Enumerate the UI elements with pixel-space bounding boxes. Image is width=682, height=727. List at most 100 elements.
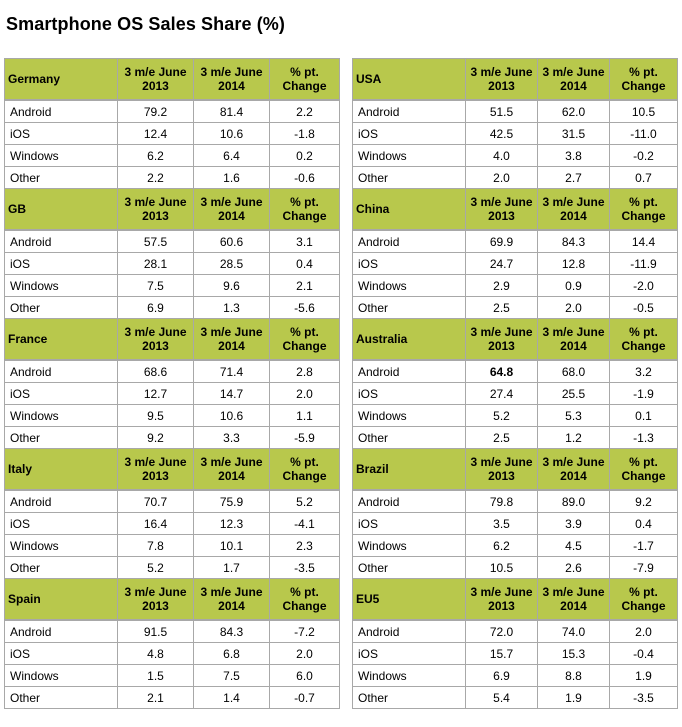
value-2013: 4.8 <box>117 642 194 665</box>
region-name: Australia <box>352 318 466 361</box>
column-header: 3 m/e June 2013 <box>465 578 538 621</box>
value-change: 0.1 <box>609 404 678 427</box>
value-2013: 6.2 <box>465 534 538 557</box>
value-2014: 12.8 <box>537 252 610 275</box>
value-change: 2.0 <box>269 642 340 665</box>
os-name: Android <box>352 99 466 123</box>
value-2014: 4.5 <box>537 534 610 557</box>
column-header: 3 m/e June 2014 <box>537 188 610 231</box>
table-row: Other 5.2 1.7 -3.5 <box>4 556 340 579</box>
value-change: -1.8 <box>269 122 340 145</box>
region-name: China <box>352 188 466 231</box>
value-2014: 68.0 <box>537 359 610 383</box>
value-2013: 10.5 <box>465 556 538 579</box>
os-name: iOS <box>4 512 118 535</box>
table-row: Android 72.0 74.0 2.0 <box>352 619 678 643</box>
value-change: -11.0 <box>609 122 678 145</box>
table-row: iOS 16.4 12.3 -4.1 <box>4 512 340 535</box>
os-name: iOS <box>4 252 118 275</box>
value-change: 6.0 <box>269 664 340 687</box>
os-name: Android <box>4 99 118 123</box>
os-name: iOS <box>352 122 466 145</box>
value-change: 10.5 <box>609 99 678 123</box>
os-name: Windows <box>4 274 118 297</box>
left-table: Germany 3 m/e June 2013 3 m/e June 2014% p… <box>4 58 340 709</box>
value-2014: 81.4 <box>193 99 270 123</box>
column-header: 3 m/e June 2013 <box>117 318 194 361</box>
value-2014: 1.6 <box>193 166 270 189</box>
table-row: Android 68.6 71.4 2.8 <box>4 359 340 383</box>
value-2013: 9.2 <box>117 426 194 449</box>
os-name: Android <box>352 359 466 383</box>
os-name: Other <box>4 166 118 189</box>
value-2014: 60.6 <box>193 229 270 253</box>
value-2014: 3.8 <box>537 144 610 167</box>
column-header: % pt. Change <box>609 58 678 101</box>
table-row: Windows 6.9 8.8 1.9 <box>352 664 678 687</box>
table-row: iOS 4.8 6.8 2.0 <box>4 642 340 665</box>
value-2013: 51.5 <box>465 99 538 123</box>
value-2014: 10.6 <box>193 122 270 145</box>
value-change: 3.1 <box>269 229 340 253</box>
region-header: Spain 3 m/e June 2013 3 m/e June 2014% pt.… <box>4 578 340 621</box>
region-header: Germany 3 m/e June 2013 3 m/e June 2014% p… <box>4 58 340 101</box>
column-header: 3 m/e June 2013 <box>465 448 538 491</box>
value-change: -3.5 <box>609 686 678 709</box>
os-name: Other <box>352 166 466 189</box>
table-row: Windows 6.2 4.5 -1.7 <box>352 534 678 557</box>
os-name: Windows <box>4 664 118 687</box>
os-name: Other <box>4 556 118 579</box>
region-name: EU5 <box>352 578 466 621</box>
os-name: iOS <box>352 642 466 665</box>
column-header: % pt. Change <box>609 188 678 231</box>
column-header: 3 m/e June 2014 <box>537 58 610 101</box>
value-2013: 2.5 <box>465 426 538 449</box>
column-header: 3 m/e June 2013 <box>465 318 538 361</box>
region-header: Brazil 3 m/e June 2013 3 m/e June 2014% pt… <box>352 448 678 491</box>
value-change: 2.1 <box>269 274 340 297</box>
value-2014: 10.1 <box>193 534 270 557</box>
value-2013: 12.4 <box>117 122 194 145</box>
value-change: -5.6 <box>269 296 340 319</box>
os-name: Windows <box>352 144 466 167</box>
value-change: -1.7 <box>609 534 678 557</box>
value-2013: 6.2 <box>117 144 194 167</box>
column-header: 3 m/e June 2014 <box>537 578 610 621</box>
column-header: 3 m/e June 2014 <box>193 318 270 361</box>
region-name: Germany <box>4 58 118 101</box>
column-header: 3 m/e June 2013 <box>465 188 538 231</box>
table-row: Windows 7.5 9.6 2.1 <box>4 274 340 297</box>
region-header: Australia 3 m/e June 2013 3 m/e June 2014%… <box>352 318 678 361</box>
column-header: % pt. Change <box>609 318 678 361</box>
value-2014: 1.7 <box>193 556 270 579</box>
value-2014: 89.0 <box>537 489 610 513</box>
value-2013: 57.5 <box>117 229 194 253</box>
os-name: Windows <box>352 404 466 427</box>
os-name: Windows <box>352 534 466 557</box>
region-name: Spain <box>4 578 118 621</box>
value-2014: 1.3 <box>193 296 270 319</box>
value-change: -5.9 <box>269 426 340 449</box>
value-change: -7.9 <box>609 556 678 579</box>
os-name: iOS <box>4 642 118 665</box>
value-2013: 4.0 <box>465 144 538 167</box>
value-change: -11.9 <box>609 252 678 275</box>
value-2013: 24.7 <box>465 252 538 275</box>
column-header: % pt. Change <box>609 448 678 491</box>
value-2013: 7.5 <box>117 274 194 297</box>
region-name: France <box>4 318 118 361</box>
region-header: China 3 m/e June 2013 3 m/e June 2014% pt.… <box>352 188 678 231</box>
value-change: 2.0 <box>269 382 340 405</box>
os-name: Android <box>4 229 118 253</box>
column-header: 3 m/e June 2013 <box>117 58 194 101</box>
value-2014: 8.8 <box>537 664 610 687</box>
column-header: 3 m/e June 2013 <box>117 448 194 491</box>
value-change: -4.1 <box>269 512 340 535</box>
os-name: Android <box>4 359 118 383</box>
value-2014: 1.2 <box>537 426 610 449</box>
page-title: Smartphone OS Sales Share (%) <box>6 14 285 34</box>
column-header: % pt. Change <box>609 578 678 621</box>
value-2013: 1.5 <box>117 664 194 687</box>
value-2013: 72.0 <box>465 619 538 643</box>
value-2013: 68.6 <box>117 359 194 383</box>
